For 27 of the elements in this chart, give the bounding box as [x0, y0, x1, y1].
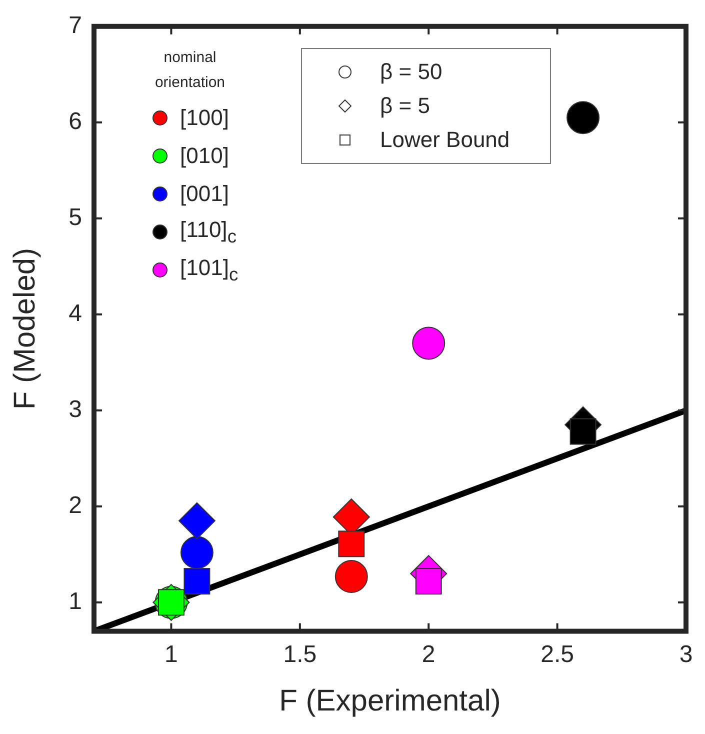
legend-label: [010]	[180, 143, 229, 169]
y-tick-label: 1	[68, 588, 82, 616]
y-axis-title: F (Modeled)	[8, 248, 42, 410]
legend-label: [100]	[180, 105, 229, 131]
y-tick-label: 6	[68, 108, 82, 136]
x-tick-label: 2.5	[540, 641, 574, 668]
legend-title: nominal orientation	[154, 48, 226, 93]
x-tick-label: 1.5	[283, 641, 317, 668]
legend-label: [001]	[180, 181, 229, 207]
point	[412, 326, 446, 360]
y-tick-label: 2	[68, 492, 82, 520]
legend-label: β = 5	[380, 93, 430, 119]
point	[180, 536, 214, 569]
y-tick-label: 4	[68, 300, 82, 328]
x-tick-label: 2	[422, 641, 436, 668]
y-tick-label: 5	[68, 204, 82, 232]
y-tick-label: 3	[68, 396, 82, 424]
point	[566, 101, 600, 134]
point	[334, 560, 368, 593]
x-tick-label: 1	[164, 641, 178, 668]
legend-label: [101]$_{c}$	[180, 254, 238, 286]
x-axis-title: F (Experimental)	[279, 684, 501, 718]
legend-label: Lower Bound	[380, 127, 510, 153]
legend-label: [110]$_{c}$	[180, 216, 236, 248]
x-tick-label: 3	[679, 641, 693, 668]
y-tick-label: 7	[68, 12, 82, 40]
legend-label: β = 50	[380, 59, 442, 85]
